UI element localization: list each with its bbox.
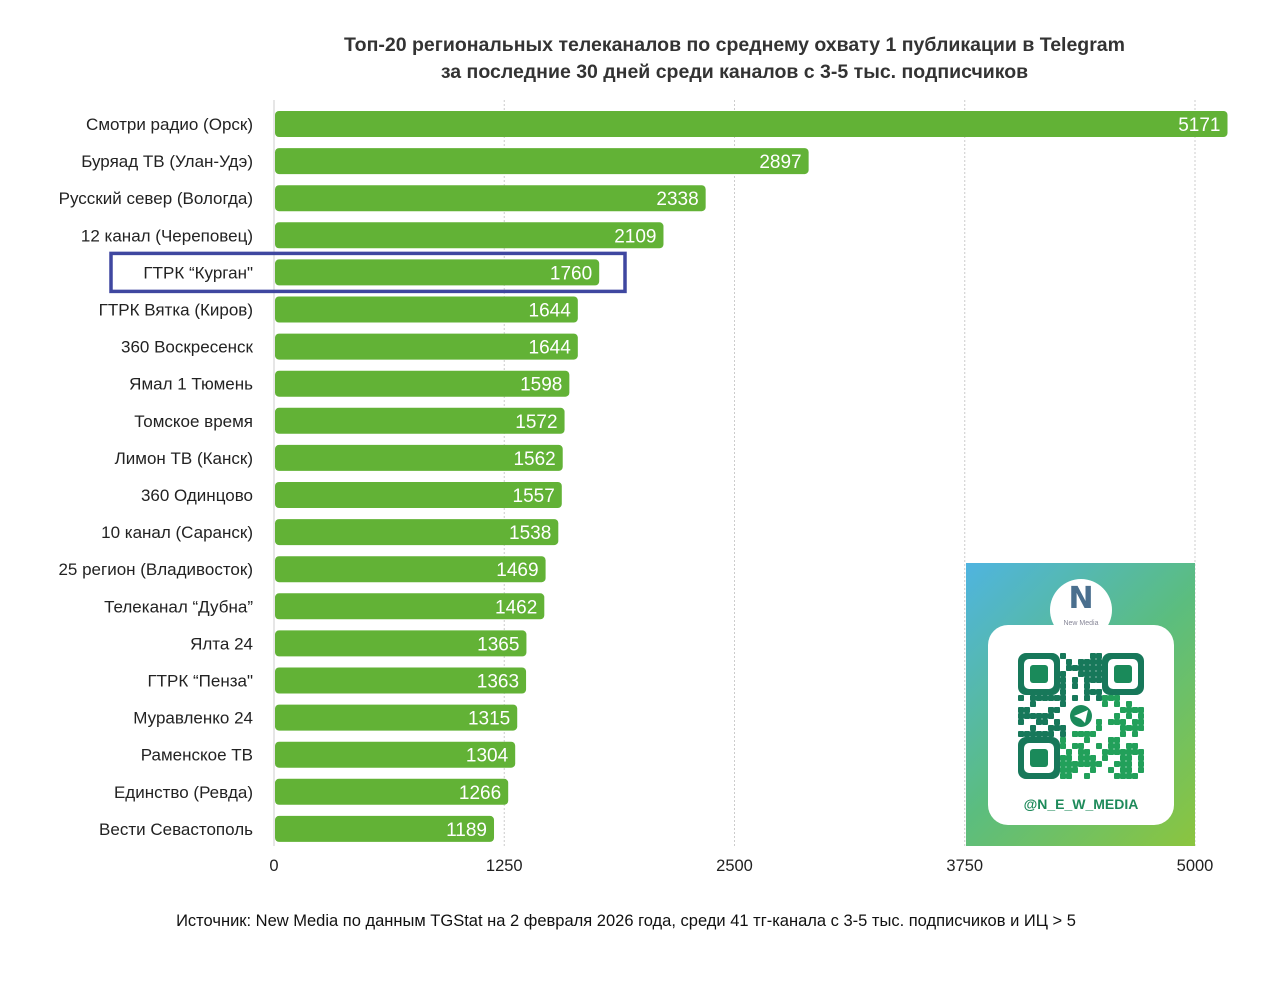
bar-value-label: 2897 <box>759 152 801 173</box>
category-label: Русский север (Вологда) <box>59 189 253 208</box>
category-label: 25 регион (Владивосток) <box>58 560 253 579</box>
bar <box>275 704 518 731</box>
category-label: 12 канал (Череповец) <box>81 226 253 245</box>
category-label: Телеканал “Дубна” <box>104 597 253 616</box>
bar <box>275 741 516 768</box>
telegram-qr-code-icon <box>1018 653 1144 779</box>
bar-value-label: 1644 <box>529 338 572 359</box>
bar <box>275 815 495 842</box>
bar-value-label: 5171 <box>1178 115 1220 136</box>
bar <box>275 370 570 397</box>
bar-value-label: 1562 <box>513 449 555 470</box>
bar <box>275 296 578 323</box>
x-tick-label: 1250 <box>486 857 523 875</box>
bar <box>275 148 809 175</box>
bar-value-label: 1572 <box>515 412 557 433</box>
bar-value-label: 1538 <box>509 523 551 544</box>
bar <box>275 667 527 694</box>
bar-value-label: 1469 <box>496 560 538 581</box>
bar <box>275 407 565 434</box>
qr-card: @N_E_W_MEDIA <box>988 625 1174 825</box>
source-note: Источник: New Media по данным TGStat на … <box>176 912 1076 930</box>
bar <box>275 519 559 546</box>
highlight-box <box>109 251 627 294</box>
bar-value-label: 2109 <box>614 226 656 247</box>
bar <box>275 222 664 249</box>
category-label: 360 Воскресенск <box>121 338 254 357</box>
bar-value-label: 1363 <box>477 672 519 693</box>
bar-value-label: 2338 <box>656 189 698 210</box>
bar-value-label: 1266 <box>459 783 501 804</box>
title-line-2: за последние 30 дней среди каналов с 3-5… <box>440 61 1029 83</box>
bar <box>275 630 527 657</box>
category-label: Ялта 24 <box>190 634 253 653</box>
bar <box>275 444 563 471</box>
logo-n-icon: N <box>1068 581 1094 616</box>
chart-title: Топ-20 региональных телеканалов по средн… <box>274 32 1195 86</box>
category-label: Лимон ТВ (Канск) <box>115 449 253 468</box>
bar-value-label: 1304 <box>466 746 509 767</box>
x-tick-label: 0 <box>269 857 278 875</box>
category-label: ГТРК “Курган" <box>143 263 253 282</box>
category-label: 10 канал (Саранск) <box>101 523 253 542</box>
category-label: Буряад ТВ (Улан-Удэ) <box>81 152 253 171</box>
category-label: Раменское ТВ <box>141 746 253 765</box>
bar-value-label: 1557 <box>513 486 555 507</box>
x-tick-label: 2500 <box>716 857 753 875</box>
bar <box>275 482 562 508</box>
category-label: Муравленко 24 <box>133 709 253 728</box>
bar <box>275 185 706 212</box>
title-line-1: Топ-20 региональных телеканалов по средн… <box>344 34 1125 56</box>
channel-handle: @N_E_W_MEDIA <box>1023 796 1139 812</box>
category-label: Ямал 1 Тюмень <box>129 375 253 394</box>
logo-text: New Media <box>1063 620 1099 627</box>
new-media-logo: N New Media <box>1050 579 1112 641</box>
x-tick-label: 5000 <box>1177 857 1214 875</box>
bar-value-label: 1315 <box>468 709 510 730</box>
bar-value-label: 1365 <box>477 634 519 655</box>
bar <box>275 556 546 583</box>
x-tick-label: 3750 <box>946 857 983 875</box>
bar-value-label: 1598 <box>520 375 562 396</box>
bar-value-label: 1644 <box>529 301 572 322</box>
promo-qr-block: @N_E_W_MEDIA N New Media <box>966 563 1195 846</box>
bar <box>275 778 509 805</box>
bar-value-label: 1462 <box>495 597 537 618</box>
category-label: ГТРК Вятка (Киров) <box>99 301 253 320</box>
category-label: Смотри радио (Орск) <box>86 115 253 134</box>
category-label: Томское время <box>134 412 253 431</box>
category-label: Единство (Ревда) <box>114 783 253 802</box>
category-label: ГТРК “Пенза" <box>147 672 253 691</box>
bar <box>275 111 1228 137</box>
bar-value-label: 1189 <box>446 820 487 841</box>
bar <box>275 259 600 286</box>
bar <box>275 333 578 360</box>
bar-value-label: 1760 <box>550 263 592 284</box>
bar <box>275 593 545 620</box>
category-label: Вести Севастополь <box>99 820 253 839</box>
category-label: 360 Одинцово <box>141 486 253 505</box>
